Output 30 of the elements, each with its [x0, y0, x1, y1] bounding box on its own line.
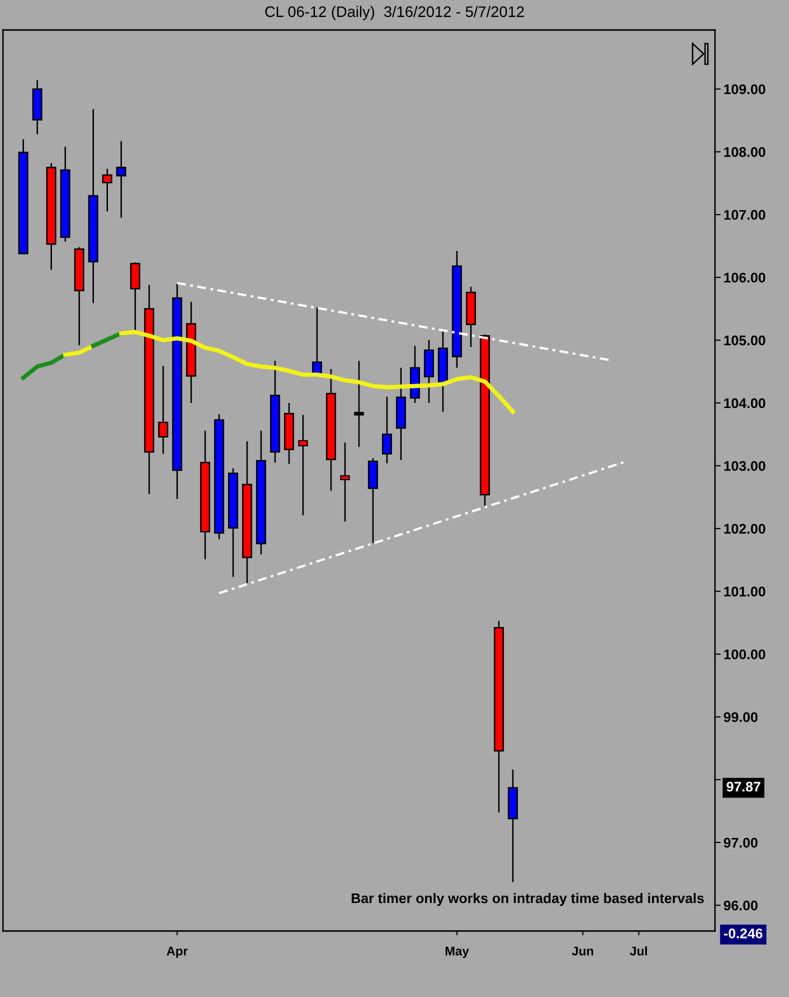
- x-tick-label: Jun: [572, 946, 594, 956]
- y-tick-label: 104.00: [724, 398, 766, 408]
- y-tick-label: 102.00: [724, 524, 766, 534]
- y-tick-label: 103.00: [724, 461, 766, 471]
- candlestick: [102, 168, 112, 212]
- y-tick-label: 107.00: [724, 210, 766, 220]
- y-tick-label: 96.00: [724, 900, 758, 910]
- annotation: Bar timer only works on intraday time based intervals: [352, 892, 704, 906]
- candlestick: [340, 442, 350, 522]
- line-series: [119, 330, 515, 414]
- candlestick: [382, 396, 392, 464]
- y-tick-label: 105.00: [724, 336, 766, 346]
- y-tick-label: 106.00: [724, 272, 766, 283]
- text: -0.246: [724, 928, 762, 938]
- x-tick-label: May: [446, 946, 470, 958]
- candlestick: [298, 414, 308, 516]
- x-tick-label: Apr: [166, 946, 188, 958]
- candlestick: [354, 360, 364, 448]
- x-tick-label: Jul: [630, 946, 647, 956]
- y-tick-label: 108.00: [724, 147, 766, 157]
- y-tick-label: 100.00: [724, 649, 766, 660]
- candlestick: [116, 140, 126, 218]
- line-series: [21, 352, 68, 380]
- y-tick-label: 109.00: [724, 84, 766, 94]
- text: 97.87: [726, 782, 760, 792]
- chart-title: CL 06-12 (Daily) 3/16/2012 - 5/7/2012: [265, 6, 524, 20]
- candlestick: [158, 365, 168, 455]
- y-tick-label: 99.00: [724, 712, 758, 722]
- y-tick-label: 101.00: [724, 586, 766, 596]
- y-tick-label: 97.00: [724, 838, 758, 848]
